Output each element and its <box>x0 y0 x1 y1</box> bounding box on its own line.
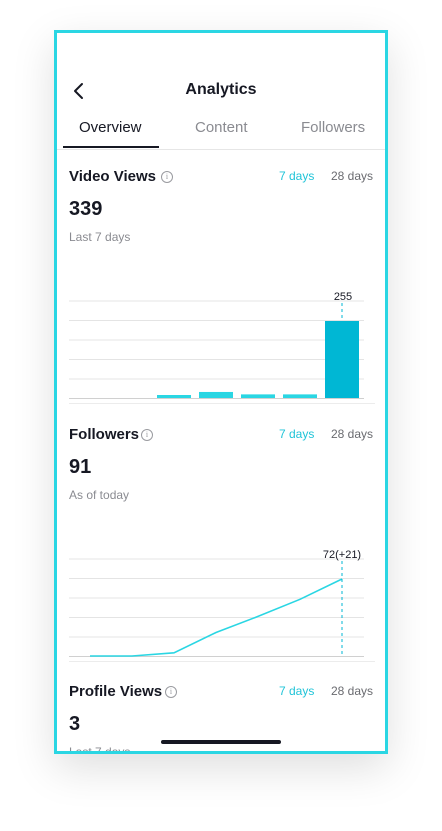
profile-views-value: 3 <box>69 713 81 735</box>
followers-subtitle: As of today <box>69 488 130 502</box>
tab-overview[interactable]: Overview <box>79 119 142 136</box>
section-title: Video Views <box>69 168 156 185</box>
followers-chart: 72(+21)May05060708091011 <box>69 549 364 657</box>
active-tab-indicator <box>63 146 159 148</box>
info-icon[interactable]: i <box>141 429 153 441</box>
bar <box>199 391 233 398</box>
bar <box>283 394 317 398</box>
page-title: Analytics <box>185 81 257 98</box>
info-icon[interactable]: i <box>161 171 173 183</box>
followers-section: Followers i 7 days 28 days 91 As of toda… <box>57 426 385 666</box>
range-7-days[interactable]: 7 days <box>279 427 315 441</box>
divider <box>69 661 375 662</box>
bar <box>157 395 191 398</box>
bar <box>241 394 275 398</box>
divider <box>69 403 375 404</box>
range-28-days[interactable]: 28 days <box>331 427 374 441</box>
followers-value: 91 <box>69 456 92 478</box>
data-label: 255 <box>334 291 352 303</box>
tab-bar: Overview Content Followers <box>57 113 385 150</box>
chevron-left-icon[interactable] <box>71 82 87 100</box>
series-line <box>90 578 343 657</box>
video-views-subtitle: Last 7 days <box>69 230 131 244</box>
video-views-section: Video Views i 7 days 28 days 339 Last 7 … <box>57 168 385 408</box>
section-title: Profile Views <box>69 683 163 700</box>
section-title: Followers <box>69 426 140 443</box>
home-indicator[interactable] <box>161 740 281 744</box>
range-7-days[interactable]: 7 days <box>279 169 315 183</box>
profile-views-section: Profile Views i 7 days 28 days 3 Last 7 … <box>57 683 385 754</box>
video-views-value: 339 <box>69 198 103 220</box>
info-icon[interactable]: i <box>165 686 177 698</box>
profile-views-subtitle: Last 7 days <box>69 745 131 754</box>
range-7-days[interactable]: 7 days <box>279 684 315 698</box>
header: Analytics <box>57 33 385 121</box>
data-label: 72(+21) <box>323 549 361 561</box>
tab-followers[interactable]: Followers <box>301 119 366 136</box>
bar <box>325 321 359 398</box>
phone-screen: Analytics Overview Content Followers Vid… <box>54 30 388 754</box>
range-28-days[interactable]: 28 days <box>331 169 374 183</box>
tab-content[interactable]: Content <box>195 119 248 136</box>
range-28-days[interactable]: 28 days <box>331 684 374 698</box>
video-views-chart: 255May05060708091011 <box>69 291 364 399</box>
